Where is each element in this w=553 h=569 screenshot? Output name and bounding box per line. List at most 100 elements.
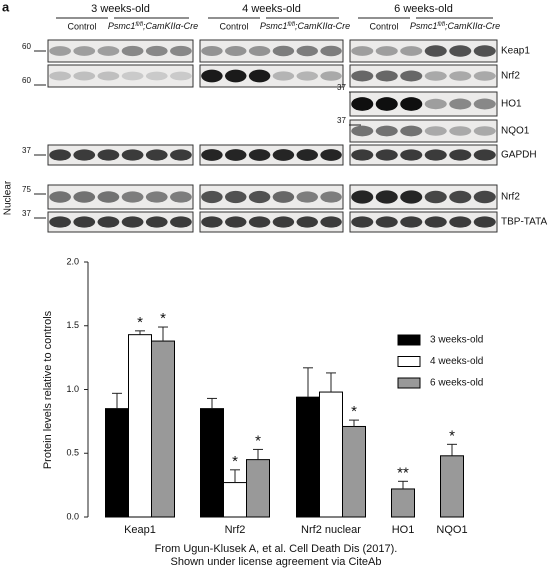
legend-label: 4 weeks-old bbox=[430, 356, 483, 367]
blot-panel bbox=[199, 184, 344, 210]
y-tick-label: 1.0 bbox=[66, 384, 79, 394]
blot-panel bbox=[47, 39, 194, 63]
panel-label: a bbox=[2, 0, 10, 14]
band bbox=[351, 46, 374, 56]
band bbox=[248, 46, 271, 56]
group-title: 4 weeks-old bbox=[242, 3, 301, 15]
legend-label: 3 weeks-old bbox=[430, 335, 483, 346]
protein-label: Nrf2 bbox=[501, 192, 520, 203]
band bbox=[424, 126, 447, 136]
band bbox=[49, 46, 71, 56]
y-tick-label: 2.0 bbox=[66, 256, 79, 266]
x-tick-label: Keap1 bbox=[124, 524, 156, 536]
band bbox=[351, 216, 374, 228]
band bbox=[320, 191, 342, 203]
band bbox=[225, 190, 247, 204]
band bbox=[449, 126, 472, 136]
band bbox=[201, 149, 223, 161]
band bbox=[449, 71, 472, 81]
protein-label: GAPDH bbox=[501, 150, 537, 161]
x-tick-label: NQO1 bbox=[436, 524, 467, 536]
y-tick-label: 1.5 bbox=[66, 320, 79, 330]
blot-panel bbox=[349, 64, 498, 88]
blot-panel bbox=[47, 184, 194, 210]
bar bbox=[246, 459, 270, 518]
band bbox=[400, 216, 423, 228]
band bbox=[272, 216, 295, 228]
band bbox=[449, 216, 472, 228]
band bbox=[97, 149, 120, 161]
bar bbox=[223, 482, 247, 518]
band bbox=[375, 216, 398, 228]
band bbox=[400, 190, 423, 204]
band bbox=[375, 149, 398, 161]
band bbox=[320, 216, 342, 228]
band bbox=[248, 149, 271, 161]
band bbox=[170, 45, 192, 57]
bar bbox=[391, 488, 415, 518]
blot-panel bbox=[349, 184, 498, 210]
band bbox=[49, 149, 71, 161]
side-label: Nuclear bbox=[3, 180, 14, 215]
bar bbox=[105, 408, 129, 518]
band bbox=[351, 70, 374, 82]
blot-panel bbox=[349, 119, 498, 143]
band bbox=[320, 71, 342, 81]
mw-marker: 75 bbox=[22, 185, 31, 194]
band bbox=[320, 45, 342, 57]
band bbox=[145, 45, 168, 57]
band bbox=[424, 98, 447, 110]
significance: * bbox=[255, 432, 261, 449]
band bbox=[400, 70, 423, 82]
protein-label: TBP-TATA bbox=[501, 217, 547, 228]
band bbox=[201, 46, 223, 56]
gene-rest: ;CamKIIα-Cre bbox=[295, 21, 350, 31]
band bbox=[73, 191, 96, 203]
band bbox=[473, 190, 496, 204]
band bbox=[225, 46, 247, 56]
condition-label: Psmc1fl/fl;CamKIIα-Cre bbox=[108, 21, 198, 31]
caption: Shown under license agreement via CiteAb bbox=[171, 556, 382, 568]
band bbox=[49, 71, 71, 81]
legend-swatch bbox=[397, 334, 421, 346]
bar bbox=[319, 391, 343, 518]
band bbox=[400, 125, 423, 137]
gene: Psmc1 bbox=[108, 21, 136, 31]
band bbox=[73, 216, 96, 228]
mw-marker: 60 bbox=[22, 42, 31, 51]
bar bbox=[200, 408, 224, 518]
x-tick-label: HO1 bbox=[392, 524, 415, 536]
protein-label: NQO1 bbox=[501, 126, 530, 137]
band bbox=[145, 216, 168, 228]
x-tick-label: Nrf2 bbox=[225, 524, 246, 536]
y-tick-label: 0.0 bbox=[66, 511, 79, 521]
band bbox=[121, 191, 144, 203]
band bbox=[320, 149, 342, 161]
gene: Psmc1 bbox=[410, 21, 438, 31]
band bbox=[170, 191, 192, 203]
band bbox=[225, 149, 247, 161]
mw-marker: 60 bbox=[22, 76, 31, 85]
condition-label: Control bbox=[67, 21, 96, 31]
band bbox=[201, 190, 223, 204]
band bbox=[201, 216, 223, 228]
band bbox=[351, 97, 374, 111]
gene: Psmc1 bbox=[260, 21, 288, 31]
band bbox=[351, 190, 374, 204]
band bbox=[424, 149, 447, 161]
band bbox=[97, 191, 120, 203]
group-title: 6 weeks-old bbox=[394, 3, 453, 15]
band bbox=[170, 216, 192, 228]
significance: ** bbox=[397, 464, 409, 481]
band bbox=[449, 149, 472, 161]
bar bbox=[296, 396, 320, 518]
mw-marker: 37 bbox=[22, 146, 31, 155]
legend-label: 6 weeks-old bbox=[430, 378, 483, 389]
superscript: fl/fl bbox=[287, 22, 295, 28]
band bbox=[121, 149, 144, 161]
mw-marker: 37 bbox=[22, 209, 31, 218]
caption: From Ugun-Klusek A, et al. Cell Death Di… bbox=[155, 543, 398, 555]
band bbox=[351, 125, 374, 137]
band bbox=[424, 216, 447, 228]
